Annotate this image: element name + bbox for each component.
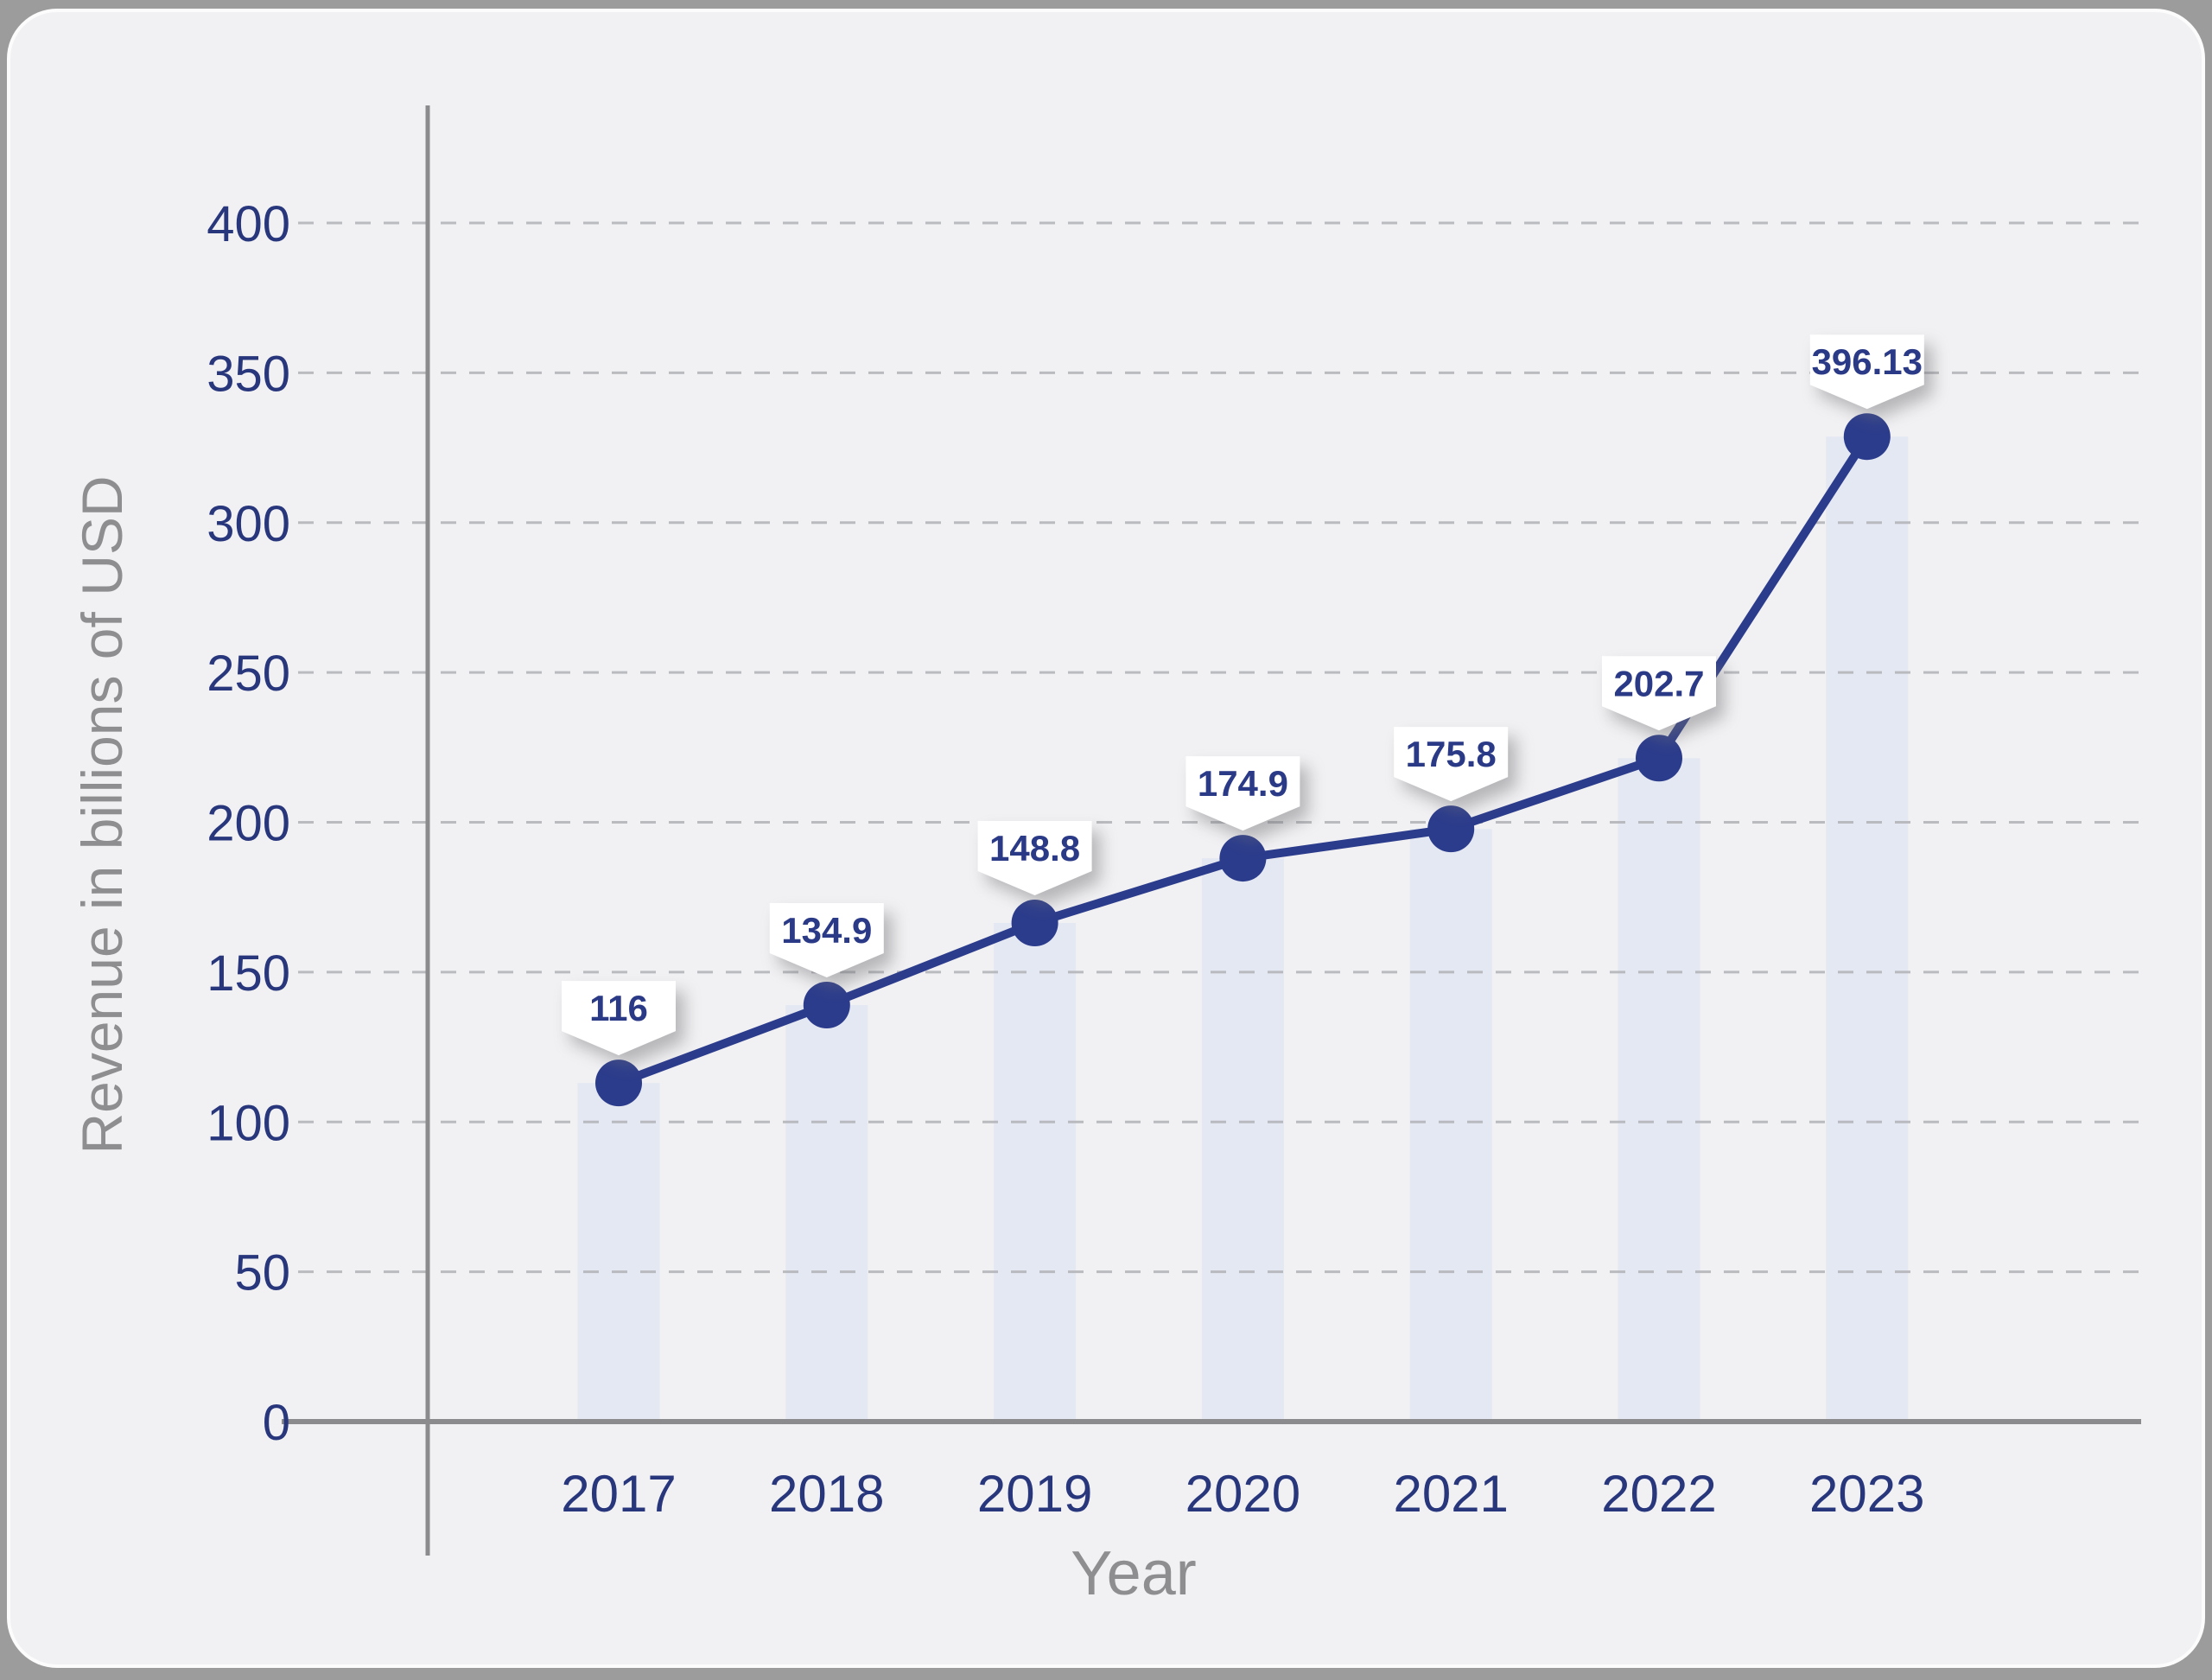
y-tick-200: 200 xyxy=(207,796,290,852)
y-tick-150: 150 xyxy=(207,945,290,1002)
tooltip-label-2021: 175.8 xyxy=(1406,734,1497,774)
data-point-2020 xyxy=(1219,835,1267,882)
tooltip-bubble-icon xyxy=(769,903,884,978)
y-tick-0: 0 xyxy=(263,1395,290,1451)
plot-area: 116 134.9 148.8 174.9 175.8 202.7 396.13 0 50 100… xyxy=(207,105,2143,1556)
x-tick-2020: 2020 xyxy=(1185,1465,1300,1523)
bar-2017 xyxy=(577,1083,660,1422)
y-axis-title: Revenue in billions of USD xyxy=(70,475,134,1154)
tooltip-label-2018: 134.9 xyxy=(781,910,872,951)
data-point-2018 xyxy=(803,982,850,1029)
data-point-2021 xyxy=(1427,805,1475,853)
x-tick-2021: 2021 xyxy=(1393,1465,1508,1523)
y-tick-250: 250 xyxy=(207,646,290,702)
y-tick-300: 300 xyxy=(207,496,290,552)
y-tick-350: 350 xyxy=(207,346,290,402)
tooltip-label-2017: 116 xyxy=(589,988,648,1028)
y-tick-50: 50 xyxy=(234,1245,290,1301)
data-point-2019 xyxy=(1011,900,1058,947)
x-tick-2018: 2018 xyxy=(769,1465,884,1523)
tooltip-label-2022: 202.7 xyxy=(1613,663,1704,703)
bar-2020 xyxy=(1201,858,1284,1422)
tooltip-bubble-icon xyxy=(1394,727,1509,802)
tooltip-2018: 134.9 xyxy=(769,903,884,978)
bar-2022 xyxy=(1618,758,1700,1422)
tooltip-2019: 148.8 xyxy=(977,821,1092,896)
x-tick-2023: 2023 xyxy=(1809,1465,1924,1523)
bar-2021 xyxy=(1409,829,1492,1422)
data-point-2023 xyxy=(1843,413,1891,461)
tooltip-2021: 175.8 xyxy=(1394,727,1509,802)
bar-2019 xyxy=(994,923,1077,1422)
tooltip-bubble-icon xyxy=(977,821,1092,896)
x-tick-2022: 2022 xyxy=(1601,1465,1716,1523)
tooltip-bubble-icon xyxy=(1809,334,1924,410)
x-tick-2019: 2019 xyxy=(977,1465,1092,1523)
tooltip-label-2023: 396.13 xyxy=(1812,341,1923,382)
y-tick-400: 400 xyxy=(207,196,290,252)
tooltip-bubble-icon xyxy=(1602,656,1716,731)
tooltip-2022: 202.7 xyxy=(1602,656,1716,731)
bar-2023 xyxy=(1826,436,1909,1422)
data-point-2022 xyxy=(1636,735,1682,782)
tooltip-bubble-icon xyxy=(562,981,676,1056)
tooltip-2020: 174.9 xyxy=(1185,756,1300,831)
tooltip-label-2019: 148.8 xyxy=(989,828,1080,869)
tooltip-2017: 116 xyxy=(562,981,676,1056)
x-axis-title: Year xyxy=(1071,1539,1196,1608)
bar-2018 xyxy=(785,1005,868,1422)
tooltip-bubble-icon xyxy=(1185,756,1300,831)
data-point-2017 xyxy=(595,1060,642,1107)
x-tick-2017: 2017 xyxy=(561,1465,676,1523)
y-tick-100: 100 xyxy=(207,1095,290,1151)
tooltip-2023: 396.13 xyxy=(1809,334,1924,410)
tooltip-label-2020: 174.9 xyxy=(1198,763,1288,804)
